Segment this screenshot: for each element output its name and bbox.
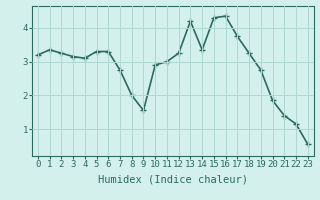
X-axis label: Humidex (Indice chaleur): Humidex (Indice chaleur) <box>98 175 248 185</box>
